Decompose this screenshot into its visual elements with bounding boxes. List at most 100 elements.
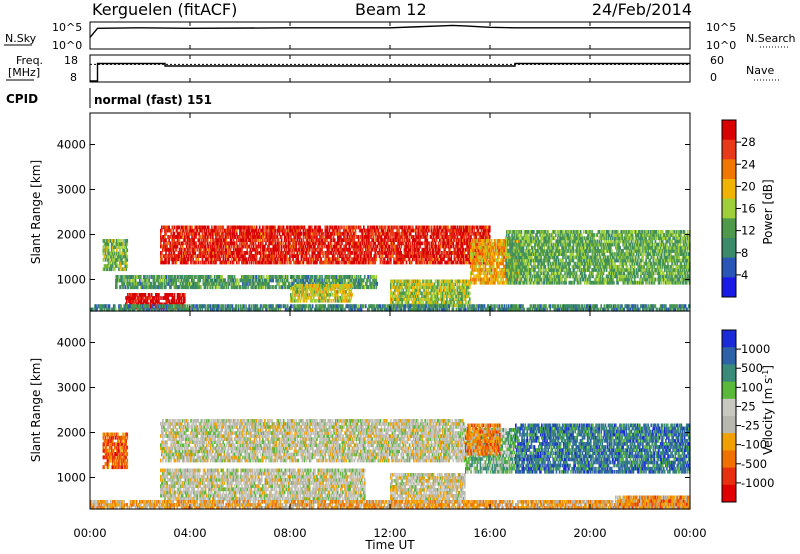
heatmap-cell [289,235,291,239]
heatmap-cell [176,254,179,258]
heatmap-cell [165,247,167,252]
heatmap-cell [403,228,406,233]
heatmap-cell [191,235,193,239]
heatmap-cell [262,225,264,230]
heatmap-cell [298,235,301,239]
heatmap-cell [395,257,397,262]
heatmap-cell [264,238,266,243]
heatmap-cell [209,244,212,249]
heatmap-cell [197,254,200,258]
heatmap-cell [279,241,282,246]
heatmap-cell [194,244,196,249]
heatmap-cell [267,247,269,252]
heatmap-cell [318,244,320,249]
heatmap-cell [350,231,353,236]
heatmap-cell [356,260,359,265]
heatmap-cell [356,235,359,239]
heatmap-cell [397,257,399,262]
heatmap-cell [393,257,395,262]
heatmap-cell [356,241,359,246]
heatmap-cell [419,225,421,230]
heatmap-cell [360,238,363,243]
heatmap-cell [279,235,282,239]
heatmap-cell [202,241,205,246]
heatmap-cell [182,260,185,265]
heatmap-cell [172,231,175,236]
heatmap-cell [350,235,353,239]
heatmap-cell [229,247,232,252]
heatmap-cell [173,254,176,258]
heatmap-cell [441,251,443,255]
heatmap-cell [284,254,287,258]
heatmap-cell [226,241,229,246]
heatmap-cell [160,257,162,262]
heatmap-cell [383,231,386,236]
heatmap-cell [331,293,334,297]
heatmap-cell [224,244,227,249]
heatmap-cell [347,225,350,230]
heatmap-cell [396,247,398,252]
heatmap-cell [178,254,181,258]
heatmap-cell [187,260,189,265]
heatmap-cell [404,247,407,252]
heatmap-cell [107,264,110,268]
heatmap-cell [414,228,416,233]
heatmap-cell [353,257,356,262]
heatmap-cell [193,260,195,265]
heatmap-cell [297,257,300,262]
heatmap-cell [327,235,330,239]
heatmap-cell [316,228,318,233]
heatmap-cell [348,247,351,252]
heatmap-cell [273,231,276,236]
heatmap-cell [242,254,244,258]
heatmap-cell [248,228,251,233]
heatmap-cell [412,244,415,249]
heatmap-cell [349,225,352,230]
heatmap-cell [308,225,311,230]
heatmap-cell [180,257,183,262]
heatmap-cell [370,257,372,262]
heatmap-cell [277,251,280,255]
heatmap-cell [289,257,291,262]
heatmap-cell [248,254,251,258]
heatmap-cell [272,247,275,252]
heatmap-cell [276,228,279,233]
heatmap-cell [277,241,280,246]
heatmap-cell [175,260,178,265]
heatmap-cell [123,245,125,250]
heatmap-cell [286,275,289,279]
heatmap-cell [326,231,329,236]
heatmap-cell [355,260,358,265]
heatmap-cell [241,238,243,243]
heatmap-cell [264,231,266,236]
heatmap-cell [390,260,392,265]
heatmap-cell [233,235,236,239]
heatmap-cell [334,247,337,252]
heatmap-cell [115,264,117,268]
heatmap-cell [408,247,411,252]
heatmap-cell [168,260,170,265]
heatmap-cell [344,254,346,258]
heatmap-cell [317,241,319,246]
heatmap-cell [121,261,123,265]
heatmap-cell [165,251,167,255]
heatmap-cell [370,247,372,252]
heatmap-cell [305,235,308,239]
heatmap-cell [254,247,257,252]
heatmap-cell [119,248,121,253]
heatmap-cell [177,231,180,236]
heatmap-cell [355,235,358,239]
heatmap-cell [404,241,407,246]
heatmap-cell [168,228,170,233]
heatmap-cell [353,254,356,258]
heatmap-cell [192,241,194,246]
heatmap-cell [197,225,200,230]
heatmap-cell [125,245,128,250]
heatmap-cell [178,251,181,255]
heatmap-cell [410,228,413,233]
heatmap-cell [314,260,316,265]
heatmap-cell [112,254,115,259]
heatmap-cell [326,254,329,258]
heatmap-cell [248,244,251,249]
heatmap-cell [273,238,276,243]
